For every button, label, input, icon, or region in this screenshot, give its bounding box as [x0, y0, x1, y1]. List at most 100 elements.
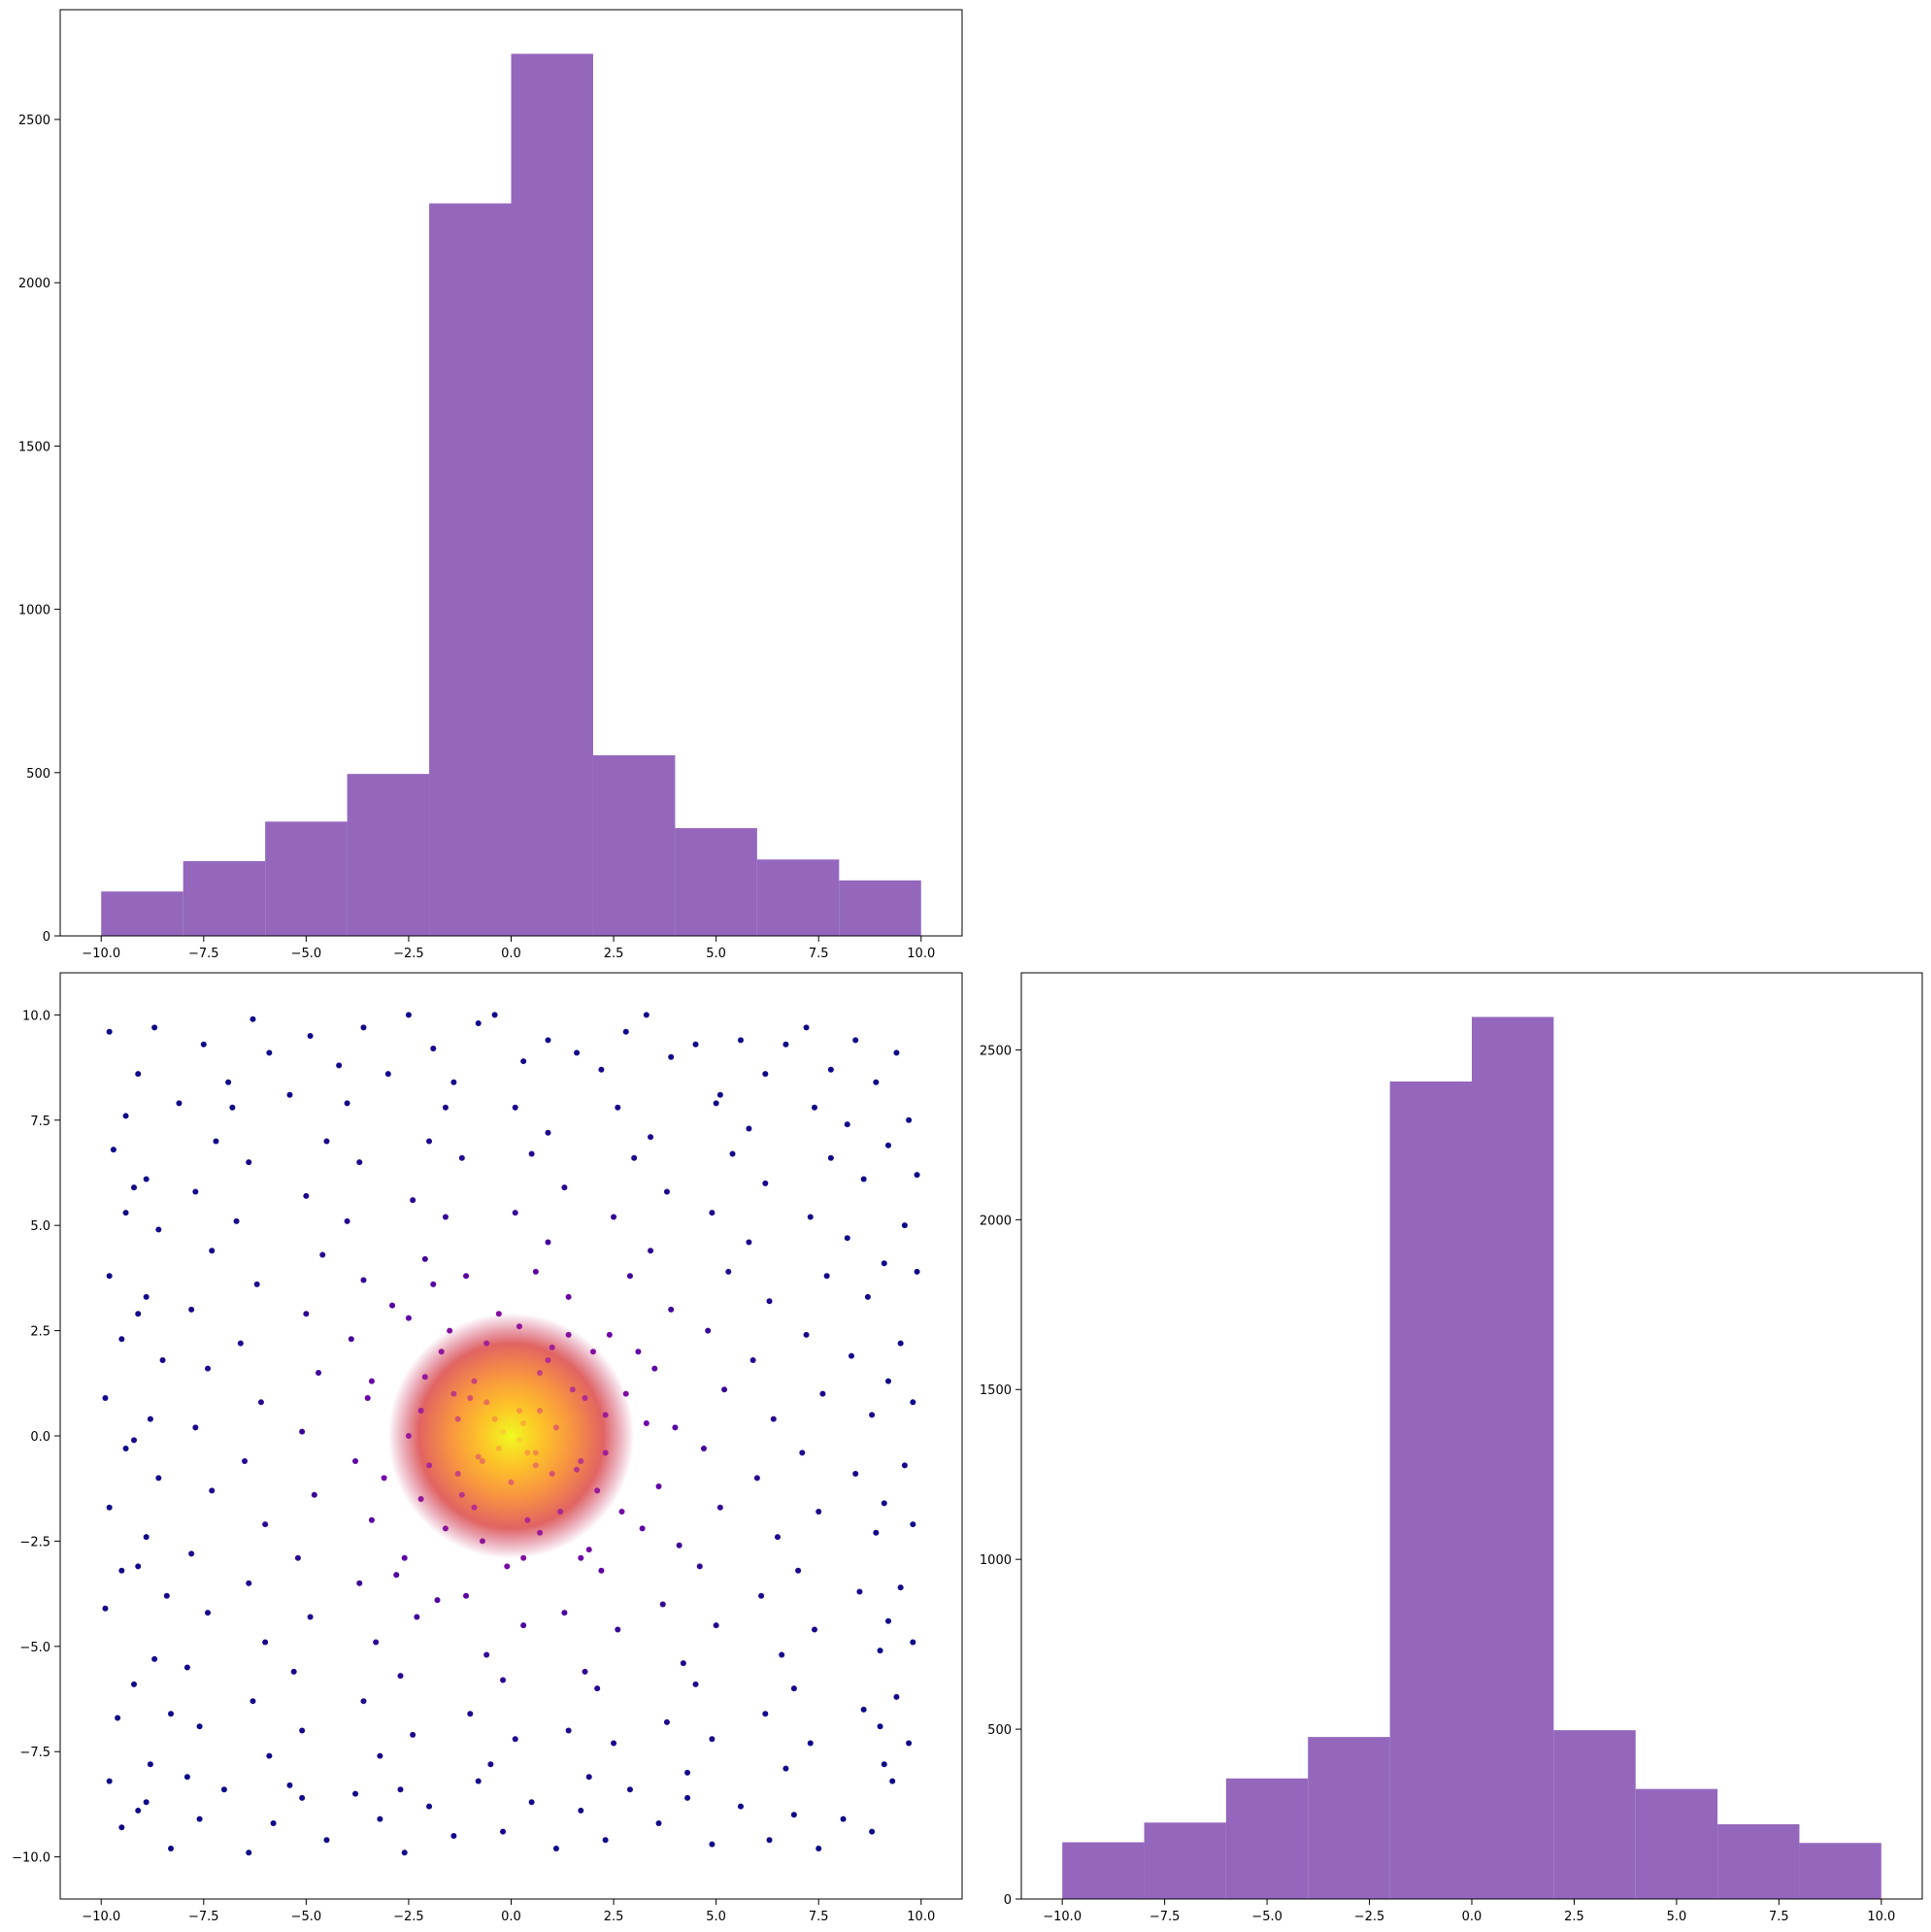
y-tick-label: 2500	[980, 1044, 1012, 1058]
x-tick-label: 0.0	[501, 947, 521, 961]
scatter-point	[299, 1794, 306, 1801]
scatter-point	[434, 1597, 441, 1604]
scatter-point	[384, 1071, 391, 1078]
scatter-point	[168, 1711, 175, 1717]
scatter-point	[421, 1374, 428, 1381]
scatter-point	[910, 1521, 916, 1528]
scatter-point	[237, 1340, 244, 1347]
scatter-point	[286, 1091, 293, 1098]
scatter-point	[246, 1849, 252, 1856]
scatter-point	[631, 1154, 638, 1161]
y-tick-label: −10.0	[12, 1851, 50, 1866]
scatter-point	[594, 1685, 601, 1692]
scatter-point	[360, 1277, 367, 1283]
scatter-point	[914, 1172, 920, 1179]
scatter-point	[680, 1660, 686, 1667]
scatter-point	[368, 1516, 375, 1523]
scatter-point	[860, 1176, 867, 1183]
scatter-point	[491, 1416, 498, 1422]
x-tick-label: 10.0	[1867, 1910, 1895, 1924]
scatter-point	[344, 1100, 350, 1107]
scatter-point	[454, 1471, 461, 1478]
y-tick-label: 2.5	[30, 1325, 50, 1340]
scatter-point	[257, 1399, 264, 1406]
scatter-point	[578, 1458, 584, 1465]
scatter-point	[307, 1614, 314, 1620]
scatter-point	[246, 1159, 252, 1166]
scatter-point	[348, 1336, 354, 1343]
scatter-point	[803, 1331, 810, 1338]
x-tick-label: 7.5	[809, 947, 829, 961]
scatter-point	[316, 1369, 322, 1376]
scatter-point	[471, 1504, 478, 1511]
scatter-point	[914, 1268, 920, 1275]
scatter-point	[684, 1794, 691, 1801]
scatter-point	[520, 1554, 527, 1561]
scatter-point	[122, 1113, 129, 1119]
histogram-bar	[101, 891, 183, 936]
scatter-point	[135, 1311, 142, 1317]
x-tick-label: −2.5	[1354, 1910, 1385, 1924]
scatter-point	[463, 1592, 470, 1599]
scatter-point	[716, 1504, 723, 1511]
scatter-point	[827, 1154, 834, 1161]
scatter-point	[869, 1412, 876, 1418]
scatter-point	[524, 1516, 531, 1523]
scatter-point	[467, 1394, 474, 1401]
y-tick-label: 1000	[980, 1553, 1012, 1568]
scatter-point	[692, 1681, 699, 1687]
scatter-point	[155, 1475, 162, 1482]
scatter-point	[877, 1648, 883, 1654]
scatter-point	[225, 1079, 232, 1085]
scatter-point	[766, 1837, 773, 1844]
scatter-point	[819, 1390, 826, 1397]
scatter-point	[651, 1365, 658, 1372]
histogram-bar	[1799, 1843, 1881, 1899]
histogram-bar	[511, 53, 593, 937]
scatter-point	[356, 1580, 363, 1586]
scatter-point	[578, 1807, 584, 1814]
scatter-point	[910, 1399, 916, 1406]
scatter-point	[790, 1685, 797, 1692]
scatter-point	[668, 1306, 675, 1313]
scatter-point	[442, 1214, 449, 1220]
scatter-point	[303, 1311, 310, 1317]
scatter-point	[319, 1251, 326, 1258]
scatter-point	[598, 1066, 605, 1073]
scatter-point	[655, 1483, 662, 1490]
x-tick-label: 2.5	[604, 1910, 624, 1924]
scatter-point	[565, 1727, 572, 1734]
scatter-point	[188, 1550, 195, 1557]
scatter-point	[816, 1845, 822, 1851]
scatter-point	[508, 1479, 515, 1485]
scatter-point	[611, 1214, 617, 1220]
scatter-point	[147, 1416, 153, 1422]
y-tick-label: 2000	[980, 1214, 1012, 1228]
scatter-point	[426, 1462, 433, 1469]
scatter-point	[151, 1655, 158, 1662]
scatter-point	[266, 1752, 273, 1759]
y-histogram-panel: −10.0 −7.5 −5.0 −2.5 0.0 2.5 5.0 7.5 10.0 0 500 100…	[980, 972, 1923, 1924]
scatter-point	[622, 1028, 629, 1035]
histogram-bar	[1225, 1778, 1309, 1899]
y-tick-label: 500	[987, 1723, 1012, 1738]
scatter-point	[545, 1239, 551, 1246]
scatter-point	[479, 1538, 485, 1545]
scatter-point	[122, 1446, 129, 1452]
y-tick-label: 1500	[18, 440, 50, 454]
scatter-point	[163, 1592, 170, 1599]
x-tick-label: −5.0	[291, 947, 322, 961]
scatter-point	[336, 1062, 343, 1069]
scatter-point	[585, 1774, 592, 1781]
scatter-point	[512, 1104, 518, 1111]
x-tick-label: 10.0	[907, 1910, 935, 1924]
scatter-point	[799, 1449, 806, 1456]
scatter-point	[537, 1407, 544, 1414]
scatter-point	[520, 1419, 527, 1426]
scatter-point	[746, 1125, 752, 1132]
scatter-point	[266, 1049, 273, 1056]
scatter-point	[602, 1837, 609, 1844]
x-tick-label: 5.0	[706, 1910, 726, 1924]
scatter-point	[709, 1736, 716, 1743]
scatter-point	[520, 1058, 527, 1065]
